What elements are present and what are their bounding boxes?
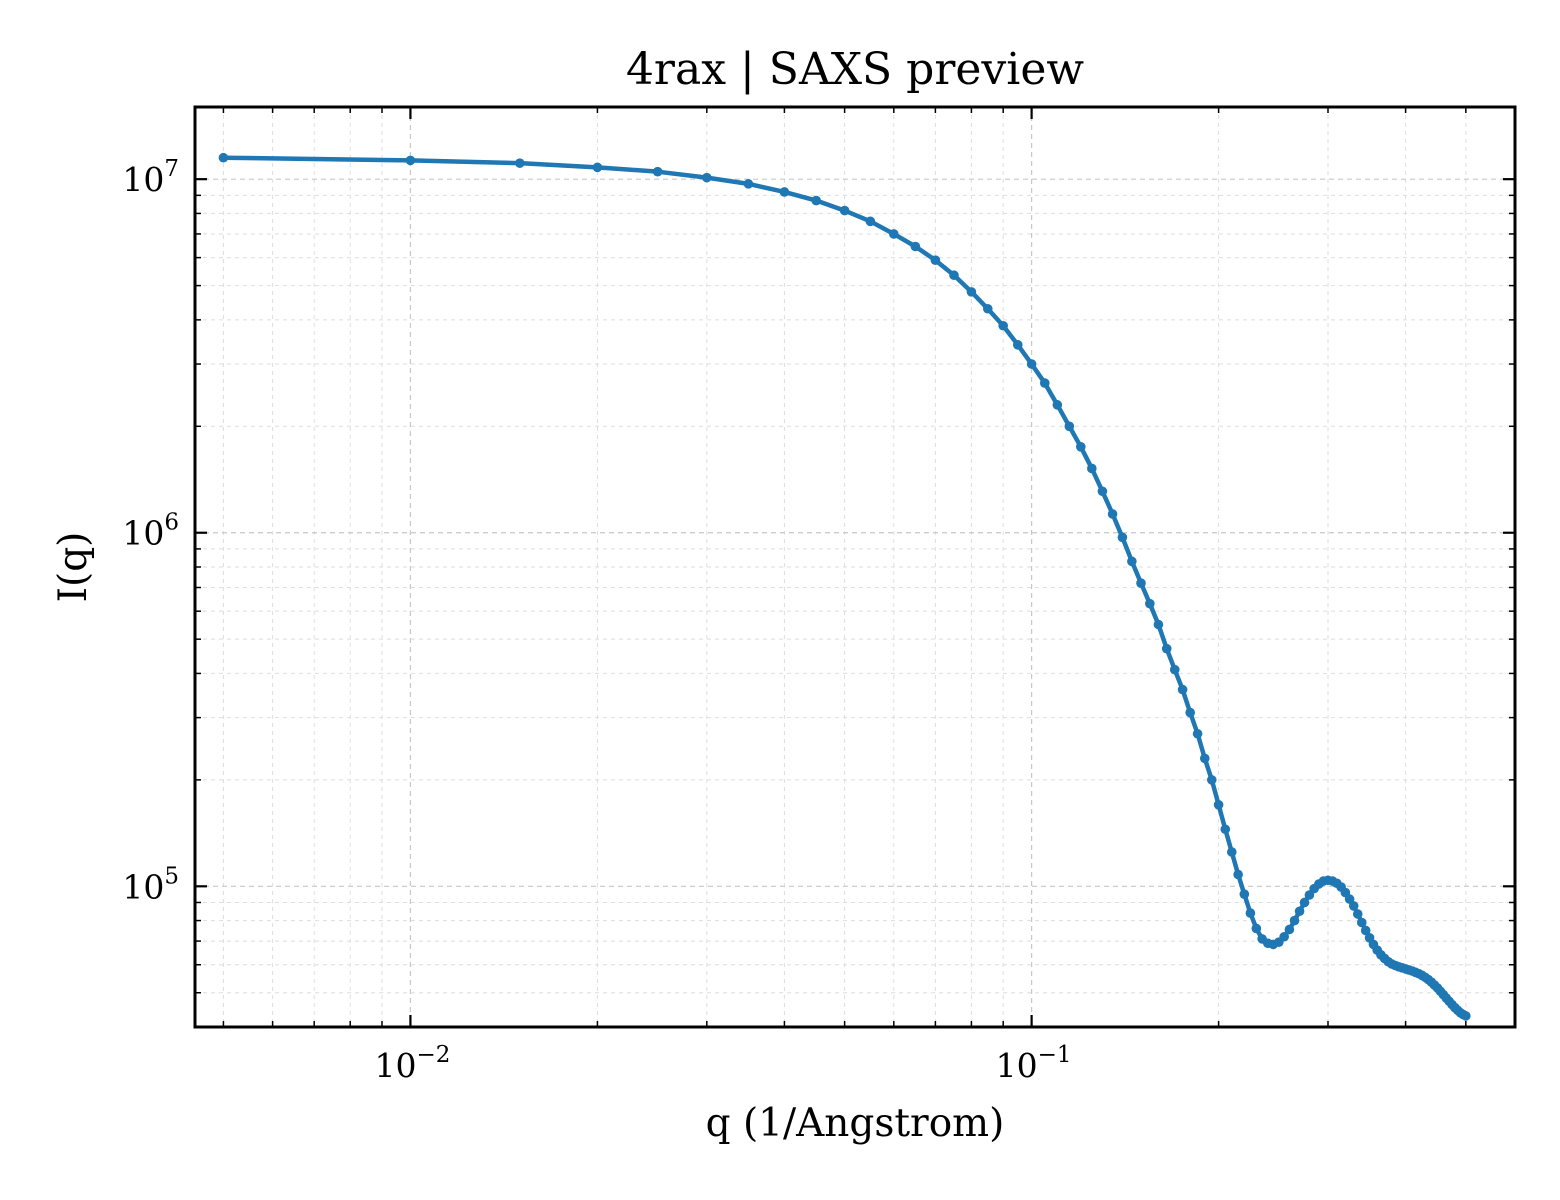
data-point: [1299, 897, 1310, 908]
y-tick-label: 106: [122, 510, 179, 553]
data-point: [949, 270, 959, 281]
chart-title: 4rax | SAXS preview: [626, 44, 1084, 95]
data-point: [1461, 1011, 1471, 1021]
x-tick-label: 10−2: [374, 1042, 450, 1085]
data-point: [1064, 421, 1075, 432]
x-tick-label: 10−1: [996, 1042, 1072, 1085]
data-point: [889, 229, 899, 239]
data-point: [1145, 598, 1155, 609]
data-point: [1039, 378, 1050, 388]
data-point: [1117, 532, 1128, 543]
data-point: [1127, 556, 1137, 567]
data-point: [1192, 728, 1203, 739]
axis-ticks: [195, 107, 1515, 1028]
data-point: [1206, 775, 1217, 785]
data-point: [1213, 800, 1224, 810]
data-point: [1087, 463, 1097, 474]
data-point: [1136, 578, 1146, 588]
data-point: [1107, 509, 1118, 519]
data-point: [592, 162, 603, 173]
y-tick-label: 105: [122, 863, 179, 906]
data-point: [998, 320, 1008, 331]
data-point: [1097, 486, 1108, 497]
data-point: [1220, 824, 1231, 835]
data-point: [1294, 906, 1305, 917]
data-point: [1052, 400, 1063, 410]
data-point: [1185, 707, 1195, 718]
data-point: [1153, 619, 1164, 630]
data-point: [1177, 684, 1188, 695]
data-point: [811, 195, 821, 206]
data-point: [779, 187, 790, 197]
data-point: [1289, 915, 1300, 926]
data-point: [743, 179, 754, 189]
data-point: [1233, 869, 1243, 880]
data-point: [405, 155, 416, 166]
data-point: [702, 172, 712, 183]
data-point: [1356, 917, 1367, 928]
data-point: [839, 205, 850, 216]
y-tick-label: 107: [122, 156, 179, 199]
data-point: [218, 152, 229, 163]
x-axis-label: q (1/Angstrom): [706, 1101, 1005, 1146]
data-point: [652, 166, 663, 177]
data-point: [966, 287, 977, 297]
data-point: [930, 255, 941, 265]
data-point: [1169, 664, 1180, 675]
data-point: [1348, 901, 1359, 911]
data-point: [1199, 753, 1210, 764]
tick-labels: 10−2 10−1 105 106 107: [122, 156, 1071, 1085]
y-axis-label: I(q): [51, 532, 96, 603]
data-point: [515, 158, 525, 168]
data-point: [1026, 359, 1037, 369]
data-point: [1012, 340, 1023, 350]
data-point: [1251, 923, 1262, 934]
data-point: [1279, 931, 1289, 942]
data-point: [1284, 924, 1295, 935]
data-point: [1245, 908, 1256, 918]
data-point: [1161, 643, 1172, 654]
data-point: [1226, 847, 1237, 857]
data-point: [1360, 925, 1371, 936]
data-point: [1352, 909, 1363, 919]
series-layer: [218, 152, 1471, 1021]
data-point: [1076, 442, 1086, 452]
data-point: [982, 303, 993, 314]
data-point: [865, 216, 876, 227]
data-point: [910, 241, 921, 252]
data-point: [1239, 889, 1250, 899]
